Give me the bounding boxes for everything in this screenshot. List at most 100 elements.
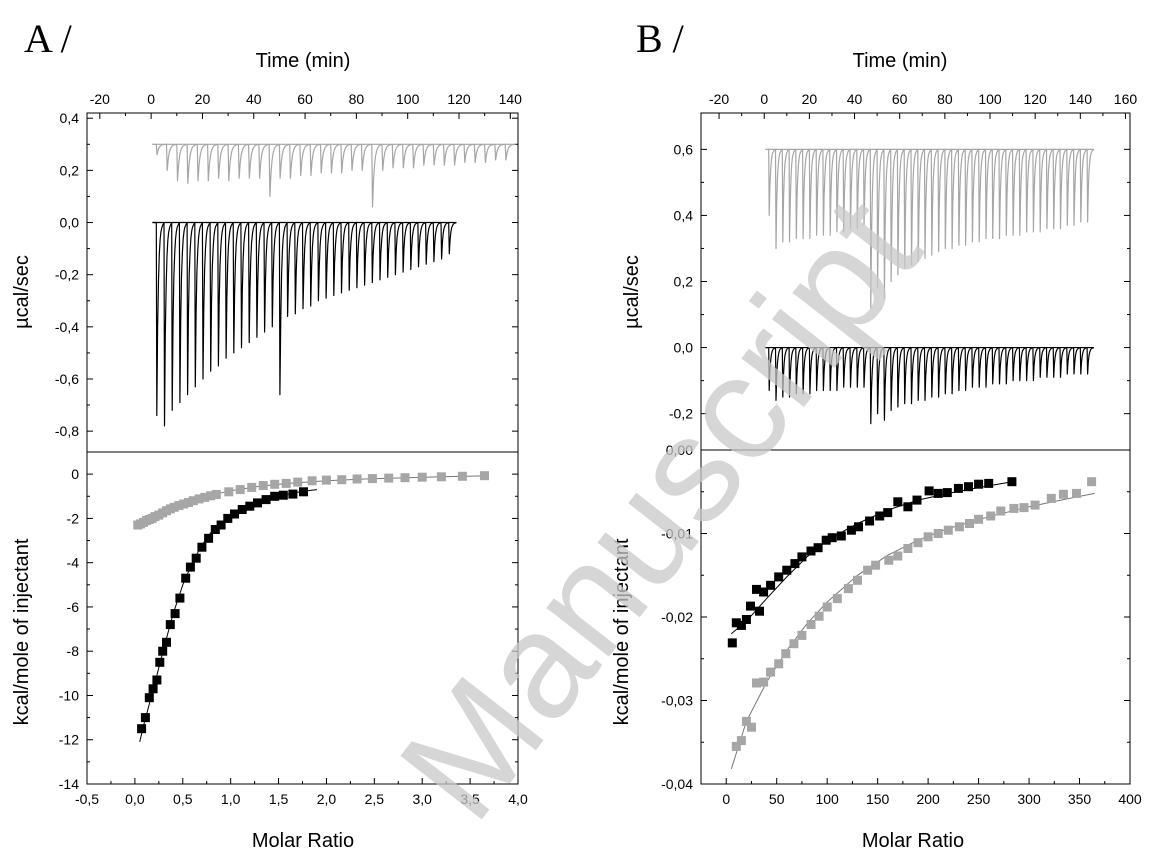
x-tick-label: 100: [396, 91, 420, 107]
panel-b-enthalpy-axis: 0,00 -0,01 -0,02 -0,03 -0,04: [661, 442, 1130, 792]
data-point: [974, 479, 984, 489]
data-point: [367, 474, 377, 484]
data-point: [893, 497, 903, 507]
data-point: [148, 684, 158, 694]
data-point: [270, 491, 280, 501]
data-point: [923, 532, 933, 542]
x-tick-label: -20: [709, 91, 729, 107]
x-tick-label: 1,5: [269, 791, 289, 807]
x-tick-label: 60: [297, 91, 313, 107]
data-point: [797, 630, 807, 640]
data-point: [913, 538, 923, 548]
data-point: [1058, 489, 1068, 499]
data-point: [230, 509, 239, 519]
data-point: [924, 486, 934, 496]
data-point: [736, 620, 746, 630]
x-tick-label: 140: [499, 91, 523, 107]
data-point: [237, 505, 247, 514]
data-point: [782, 565, 792, 575]
panel-b-enthalpy-axis-title: kcal/mole of injectant: [611, 538, 633, 725]
x-tick-label: 20: [195, 91, 211, 107]
data-point: [1009, 503, 1019, 513]
data-point: [181, 573, 191, 583]
data-point: [832, 594, 842, 604]
data-point: [836, 531, 846, 541]
thermogram-trace-second: [152, 221, 457, 427]
data-point: [185, 562, 195, 572]
data-point: [223, 513, 233, 523]
data-point: [258, 481, 268, 491]
y-tick-label: -6: [67, 599, 80, 615]
data-point: [747, 722, 756, 732]
data-point: [1019, 503, 1029, 513]
x-tick-label: 80: [937, 91, 953, 107]
data-point: [806, 546, 816, 556]
data-point: [843, 584, 853, 594]
data-point: [457, 471, 467, 481]
y-tick-label: -2: [67, 510, 80, 526]
x-tick-label: 3,0: [412, 791, 432, 807]
data-point: [400, 473, 410, 483]
data-point: [731, 741, 741, 751]
data-point: [863, 565, 873, 575]
y-tick-label: -0,03: [661, 693, 693, 709]
data-point: [766, 667, 776, 677]
data-point: [736, 736, 746, 746]
panel-a-power-axis-title: µcal/sec: [11, 255, 33, 329]
watermark-text: Manuscript: [367, 167, 951, 849]
data-point: [191, 553, 201, 563]
data-point: [210, 525, 220, 534]
data-point: [247, 482, 257, 492]
data-point: [865, 516, 875, 526]
panel-a-time-axis: -20 0 20 40 60 80 100 120 140: [90, 91, 522, 119]
data-point: [235, 485, 245, 495]
data-point: [774, 572, 784, 582]
data-point: [759, 587, 769, 597]
y-tick-label: -0,04: [661, 776, 693, 792]
y-tick-label: -0,6: [55, 371, 79, 387]
x-tick-label: -20: [90, 91, 110, 107]
data-point: [965, 519, 974, 528]
data-point: [179, 499, 189, 509]
data-point: [278, 490, 288, 500]
data-point: [813, 543, 823, 553]
panel-a-enthalpy-axis-title: kcal/mole of injectant: [11, 538, 33, 725]
data-point: [871, 560, 881, 570]
data-point: [789, 639, 799, 649]
data-point: [854, 522, 863, 532]
data-point: [307, 476, 317, 486]
y-tick-label: 0: [71, 466, 79, 482]
panel-a-molar-ratio-axis-title: Molar Ratio: [252, 830, 354, 852]
x-tick-label: 400: [1118, 791, 1142, 807]
x-tick-label: 20: [802, 91, 818, 107]
panel-a-enthalpy-axis: 0 -2 -4 -6 -8 -10 -12 -14: [59, 466, 518, 792]
y-tick-label: -0,2: [55, 267, 79, 283]
data-point: [270, 479, 280, 489]
y-tick-label: -10: [59, 687, 79, 703]
x-tick-label: 0,5: [173, 791, 193, 807]
y-tick-label: 0,2: [60, 162, 80, 178]
data-point: [200, 492, 210, 502]
x-tick-label: 350: [1068, 791, 1092, 807]
data-point: [759, 677, 769, 687]
data-point: [253, 498, 262, 508]
data-point: [281, 478, 291, 488]
panel-b-time-axis: -20 0 20 40 60 80 100 120 140 160: [709, 91, 1137, 119]
panel-a-power-axis: 0,4 0,2 0,0 -0,2 -0,4 -0,6 -0,8: [55, 110, 518, 439]
data-point: [974, 514, 984, 524]
data-point: [261, 495, 271, 505]
y-tick-label: 0,4: [60, 110, 80, 126]
y-tick-label: -14: [59, 776, 79, 792]
data-point: [752, 678, 761, 688]
y-tick-label: -0,2: [669, 406, 693, 422]
x-tick-label: 80: [349, 91, 365, 107]
data-point: [797, 552, 807, 562]
data-point: [814, 611, 824, 621]
x-tick-label: 50: [769, 791, 785, 807]
data-point: [337, 475, 347, 485]
y-tick-label: 0,0: [60, 215, 80, 231]
data-point: [741, 716, 751, 726]
data-point: [822, 602, 832, 612]
data-point: [140, 713, 150, 723]
panel-b-isotherm: [727, 477, 1097, 770]
